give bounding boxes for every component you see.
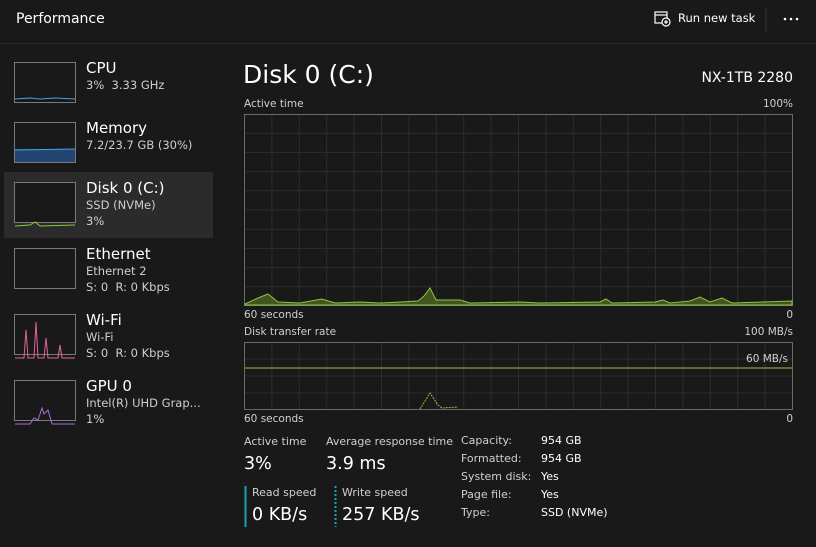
- property-key: Formatted:: [461, 452, 522, 465]
- item-name: Memory: [86, 119, 148, 137]
- thumbnail: [14, 182, 76, 223]
- property-value: Yes: [541, 488, 559, 501]
- more-icon[interactable]: [783, 17, 799, 21]
- disk-title: Disk 0 (C:): [243, 60, 374, 89]
- thumbnail-line: [14, 148, 76, 151]
- item-detail: 3%: [86, 214, 105, 228]
- thumbnail-line: [15, 406, 75, 425]
- item-detail: SSD (NVMe): [86, 198, 156, 212]
- property-key: Capacity:: [461, 434, 512, 447]
- thumbnail: [14, 248, 76, 289]
- property-key: Page file:: [461, 488, 512, 501]
- property-key: System disk:: [461, 470, 532, 483]
- property-value: SSD (NVMe): [541, 506, 608, 519]
- item-detail: Intel(R) UHD Grap...: [86, 396, 201, 410]
- graph-max: 100%: [762, 98, 793, 110]
- property-key: Type:: [461, 506, 490, 519]
- item-name: Disk 0 (C:): [86, 179, 165, 197]
- graph-min: 0: [786, 413, 793, 425]
- stat-label: Write speed: [342, 486, 408, 499]
- scale-label: 60 MB/s: [746, 353, 788, 365]
- item-detail: Ethernet 2: [86, 264, 147, 278]
- activity-area: [244, 287, 793, 306]
- property-value: Yes: [541, 470, 559, 483]
- item-detail: S: 0 R: 0 Kbps: [86, 346, 170, 360]
- thumbnail: [14, 380, 76, 421]
- stat-label: Active time: [244, 435, 307, 448]
- graph-time: 60 seconds: [244, 413, 304, 425]
- item-detail: 1%: [86, 412, 105, 426]
- item-detail: 7.2/23.7 GB (30%): [86, 138, 193, 152]
- item-name: CPU: [86, 59, 117, 77]
- run-new-task[interactable]: Run new task: [678, 11, 756, 25]
- graph-min: 0: [786, 309, 793, 321]
- graph-time: 60 seconds: [244, 309, 304, 321]
- stat-value: 0 KB/s: [252, 505, 308, 525]
- thumbnail: [14, 62, 76, 103]
- graph-max: 100 MB/s: [744, 326, 793, 338]
- thumbnail-line: [15, 321, 75, 359]
- stat-value: 3.9 ms: [326, 454, 386, 474]
- header-bar: [0, 0, 816, 44]
- property-value: 954 GB: [541, 452, 582, 465]
- page-title: Performance: [16, 11, 105, 27]
- thumbnail-line: [14, 221, 76, 227]
- write-line: [419, 392, 459, 410]
- stat-label: Read speed: [252, 486, 317, 499]
- item-name: Ethernet: [86, 245, 151, 263]
- item-name: GPU 0: [86, 377, 132, 395]
- stat-value: 3%: [244, 454, 272, 474]
- item-detail: 3% 3.33 GHz: [86, 78, 165, 92]
- item-name: Wi-Fi: [86, 311, 122, 329]
- thumbnail-line: [14, 97, 76, 100]
- stat-value: 257 KB/s: [342, 505, 420, 525]
- item-detail: S: 0 R: 0 Kbps: [86, 280, 170, 294]
- disk-model: NX-1TB 2280: [701, 70, 793, 86]
- property-value: 954 GB: [541, 434, 582, 447]
- stat-label: Average response time: [326, 435, 453, 448]
- graph-label: Active time: [244, 98, 304, 110]
- graph-label: Disk transfer rate: [244, 326, 337, 338]
- item-detail: Wi-Fi: [86, 330, 114, 344]
- run-task-icon: [654, 11, 671, 27]
- thumbnail-fill: [15, 149, 75, 162]
